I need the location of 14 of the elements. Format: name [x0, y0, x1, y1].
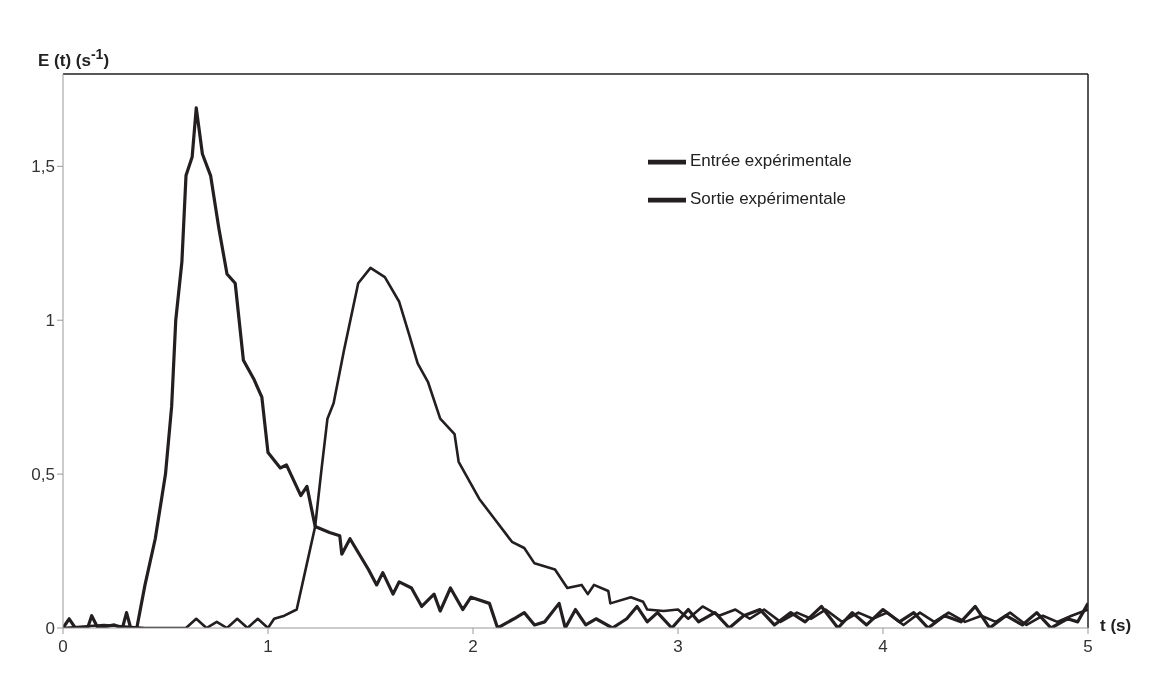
- y-tick-label: 0: [45, 619, 55, 639]
- x-tick-label: 5: [1083, 637, 1093, 657]
- y-tick-label: 1,5: [31, 157, 55, 177]
- x-tick-label: 4: [878, 637, 888, 657]
- y-axis-title: E (t) (s$^{-1}$): [38, 46, 110, 71]
- x-tick-label: 2: [468, 637, 478, 657]
- legend-label: Entrée expérimentale: [690, 151, 852, 171]
- x-tick-label: 3: [673, 637, 683, 657]
- x-tick-label: 0: [58, 637, 68, 657]
- x-axis-title: t (s): [1100, 616, 1132, 636]
- y-tick-label: 1: [45, 311, 55, 331]
- y-tick-label: 0,5: [31, 465, 55, 485]
- x-tick-label: 1: [263, 637, 273, 657]
- legend-label: Sortie expérimentale: [690, 189, 846, 209]
